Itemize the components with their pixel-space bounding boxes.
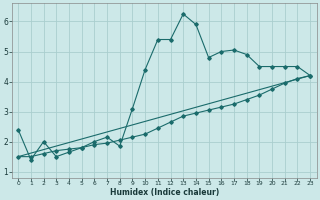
X-axis label: Humidex (Indice chaleur): Humidex (Indice chaleur) <box>109 188 219 197</box>
